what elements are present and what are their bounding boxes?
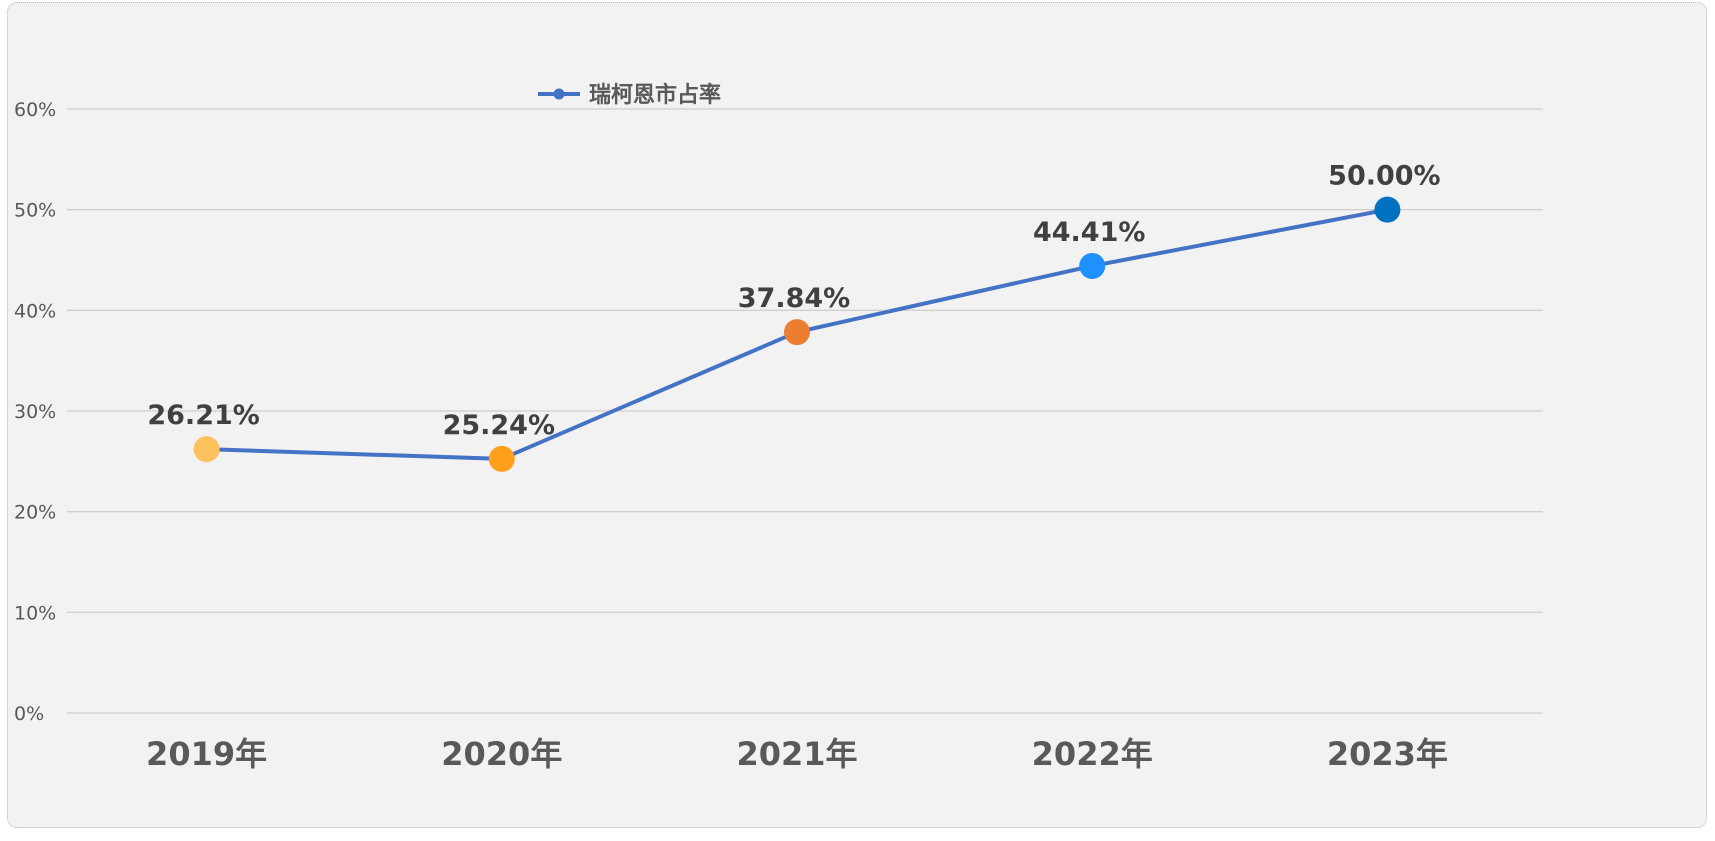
- y-tick-label: 20%: [14, 502, 56, 524]
- y-tick-label: 0%: [14, 703, 44, 725]
- gridlines: [67, 108, 1543, 714]
- marker-layer: [193, 196, 1401, 472]
- data-point-marker: [488, 445, 515, 472]
- x-axis-ticks: 2019年 2020年 2021年 2022年 2023年: [146, 735, 1448, 773]
- data-point-marker: [1079, 252, 1106, 279]
- data-label: 26.21%: [147, 400, 259, 431]
- legend-label: 瑞柯恩市占率: [589, 82, 721, 108]
- y-tick-label: 30%: [14, 401, 56, 423]
- chart-frame: [7, 2, 1707, 828]
- x-tick-label: 2021年: [736, 735, 857, 773]
- y-axis-ticks: 0% 10% 20% 30% 40% 50% 60%: [14, 99, 56, 725]
- y-tick-label: 60%: [14, 99, 56, 121]
- x-tick-label: 2023年: [1327, 735, 1448, 773]
- legend: 瑞柯恩市占率: [538, 82, 721, 108]
- y-tick-label: 50%: [14, 200, 56, 222]
- data-point-marker: [1374, 196, 1401, 223]
- data-point-marker: [193, 436, 220, 463]
- y-tick-label: 40%: [14, 300, 56, 322]
- legend-marker-icon: [553, 88, 565, 100]
- data-label: 44.41%: [1033, 217, 1145, 248]
- data-label: 37.84%: [738, 283, 850, 314]
- data-label: 25.24%: [443, 410, 555, 441]
- data-label: 50.00%: [1328, 161, 1440, 192]
- x-tick-label: 2022年: [1032, 735, 1153, 773]
- data-point-marker: [784, 319, 810, 346]
- data-label-layer: 26.21% 25.24% 37.84% 44.41% 50.00%: [147, 161, 1440, 441]
- x-tick-label: 2019年: [146, 735, 267, 773]
- x-tick-label: 2020年: [441, 735, 562, 773]
- y-tick-label: 10%: [14, 602, 56, 624]
